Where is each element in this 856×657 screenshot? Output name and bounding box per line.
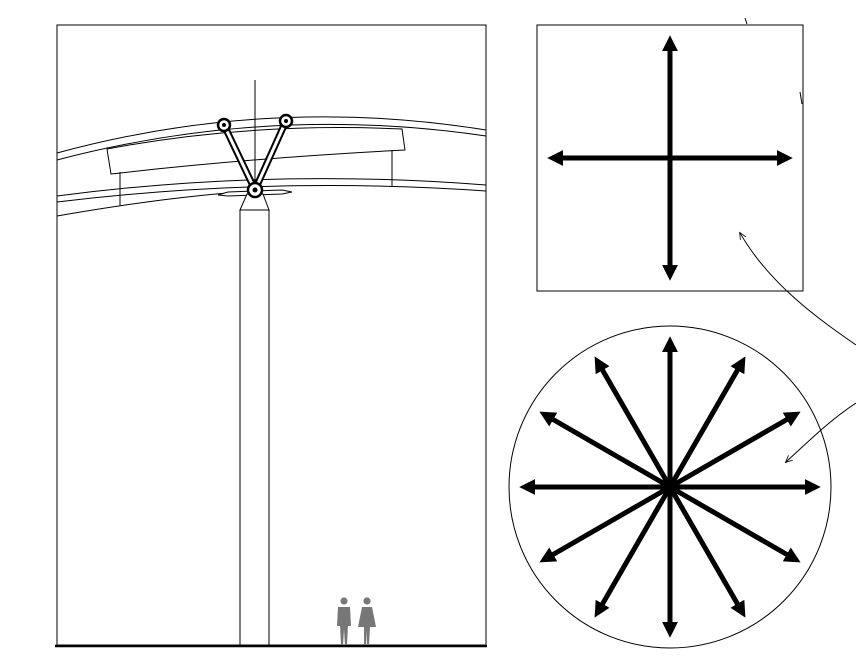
square-frame xyxy=(536,24,804,292)
radial-arrow xyxy=(668,411,801,490)
column-shaft xyxy=(239,209,270,646)
leader-line-to-square xyxy=(740,233,856,346)
person-figure-male xyxy=(337,597,351,645)
radial-arrow xyxy=(539,411,672,490)
roof-upper-edge-2 xyxy=(56,123,487,161)
circle-radial-panel xyxy=(508,325,832,649)
person-figure-female xyxy=(358,597,376,645)
scale-figures xyxy=(337,597,376,645)
radial-arrow xyxy=(539,484,672,563)
column-elevation-drawing xyxy=(55,24,487,648)
radial-arrow xyxy=(667,485,746,618)
radial-arrow xyxy=(594,485,673,618)
roof-soffit xyxy=(56,191,241,217)
radial-hub xyxy=(666,483,674,491)
square-arrow-group xyxy=(547,35,793,281)
roof-lower-edge-2 xyxy=(56,185,487,203)
radial-arrow xyxy=(668,484,801,563)
tick-mark xyxy=(799,91,803,105)
tick-mark xyxy=(744,17,748,25)
roof-upper-edge xyxy=(56,116,487,154)
radial-arrow xyxy=(594,356,673,489)
roof-lower-edge xyxy=(56,178,487,197)
square-bidirectional-panel xyxy=(536,17,804,292)
radial-arrow xyxy=(667,356,746,489)
roof-panel xyxy=(106,127,406,175)
circle-frame xyxy=(508,325,832,649)
leader-line-to-circle xyxy=(786,402,856,462)
circle-arrow-group xyxy=(519,336,821,638)
